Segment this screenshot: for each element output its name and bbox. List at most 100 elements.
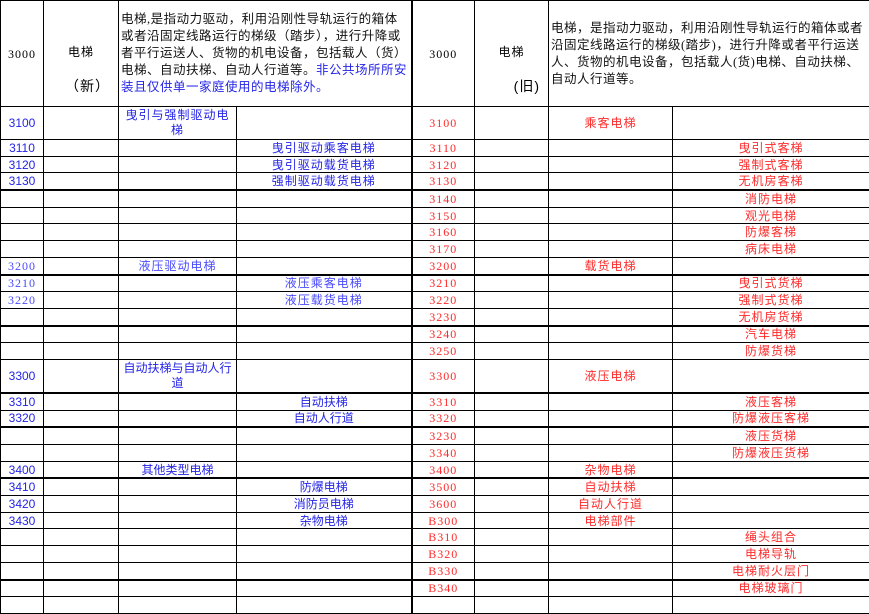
new-col-b-cell[interactable]	[44, 140, 119, 157]
new-subcategory-cell[interactable]: 杂物电梯	[237, 512, 412, 529]
old-subcategory-cell[interactable]	[673, 496, 869, 513]
new-col-b-cell[interactable]	[44, 512, 119, 529]
old-code-cell[interactable]: 3400	[412, 461, 475, 478]
new-category-cell[interactable]	[119, 562, 237, 579]
new-col-b-cell[interactable]	[44, 445, 119, 462]
old-category-cell[interactable]	[549, 562, 673, 579]
new-subcategory-cell[interactable]	[237, 359, 412, 393]
new-code-cell[interactable]	[1, 207, 44, 224]
new-category-cell[interactable]	[119, 445, 237, 462]
old-category-cell[interactable]	[549, 580, 673, 597]
old-code-cell[interactable]: 3500	[412, 478, 475, 495]
old-code-cell[interactable]: 3110	[412, 140, 475, 157]
old-code-cell[interactable]: 3120	[412, 156, 475, 173]
old-code-cell[interactable]: 3310	[412, 393, 475, 410]
new-code-cell[interactable]	[1, 546, 44, 563]
new-col-b-cell[interactable]	[44, 275, 119, 292]
old-subcategory-cell[interactable]: 液压货梯	[673, 427, 869, 444]
new-code-cell[interactable]: 3320	[1, 410, 44, 427]
old-category-cell[interactable]	[549, 343, 673, 360]
old-col-f-cell[interactable]	[475, 156, 549, 173]
new-category-cell[interactable]	[119, 546, 237, 563]
new-col-b-cell[interactable]	[44, 173, 119, 190]
old-code-cell[interactable]: B340	[412, 580, 475, 597]
new-col-b-cell[interactable]	[44, 529, 119, 546]
new-col-b-cell[interactable]	[44, 393, 119, 410]
old-col-f-cell[interactable]	[475, 257, 549, 274]
old-col-f-cell[interactable]	[475, 190, 549, 207]
old-col-f-cell[interactable]	[475, 410, 549, 427]
new-col-b-cell[interactable]	[44, 546, 119, 563]
old-col-f-cell[interactable]	[475, 275, 549, 292]
old-description-cell[interactable]: 电梯，是指动力驱动，利用沿刚性导轨运行的箱体或者沿固定线路运行的梯级(踏步)，进…	[549, 1, 869, 107]
new-category-cell[interactable]	[119, 292, 237, 309]
new-code-cell[interactable]: 3130	[1, 173, 44, 190]
new-subcategory-cell[interactable]	[237, 461, 412, 478]
old-category-cell[interactable]	[549, 224, 673, 241]
old-col-f-cell[interactable]	[475, 597, 549, 614]
new-code-cell[interactable]	[1, 190, 44, 207]
old-category-cell[interactable]	[549, 445, 673, 462]
old-category-cell[interactable]	[549, 140, 673, 157]
old-col-f-cell[interactable]	[475, 529, 549, 546]
new-category-cell[interactable]	[119, 156, 237, 173]
new-category-cell[interactable]	[119, 597, 237, 614]
old-code-cell[interactable]: 3150	[412, 207, 475, 224]
new-col-b-cell[interactable]	[44, 496, 119, 513]
old-category-cell[interactable]	[549, 275, 673, 292]
new-category-cell[interactable]	[119, 343, 237, 360]
new-subcategory-cell[interactable]	[237, 445, 412, 462]
old-col-f-cell[interactable]	[475, 140, 549, 157]
old-code-cell[interactable]: 3000	[412, 1, 475, 107]
new-col-b-cell[interactable]	[44, 224, 119, 241]
new-col-b-cell[interactable]	[44, 580, 119, 597]
old-code-cell[interactable]: 3200	[412, 257, 475, 274]
new-col-b-cell[interactable]	[44, 461, 119, 478]
new-col-b-cell[interactable]	[44, 241, 119, 258]
old-category-cell[interactable]: 电梯部件	[549, 512, 673, 529]
new-col-b-cell[interactable]	[44, 562, 119, 579]
old-category-cell[interactable]	[549, 529, 673, 546]
new-subcategory-cell[interactable]	[237, 580, 412, 597]
new-code-cell[interactable]	[1, 562, 44, 579]
new-category-cell[interactable]	[119, 580, 237, 597]
old-code-cell[interactable]: 3600	[412, 496, 475, 513]
new-code-cell[interactable]: 3310	[1, 393, 44, 410]
new-category-cell[interactable]: 液压驱动电梯	[119, 257, 237, 274]
old-col-f-cell[interactable]	[475, 308, 549, 325]
new-code-cell[interactable]	[1, 427, 44, 444]
new-subcategory-cell[interactable]	[237, 257, 412, 274]
old-subcategory-cell[interactable]: 强制式客梯	[673, 156, 869, 173]
new-col-b-cell[interactable]	[44, 343, 119, 360]
old-subcategory-cell[interactable]: 电梯导轨	[673, 546, 869, 563]
old-code-cell[interactable]: 3320	[412, 410, 475, 427]
old-code-cell[interactable]: 3300	[412, 359, 475, 393]
old-category-cell[interactable]: 乘客电梯	[549, 107, 673, 140]
new-subcategory-cell[interactable]: 曳引驱动乘客电梯	[237, 140, 412, 157]
old-code-cell[interactable]: 3340	[412, 445, 475, 462]
old-subcategory-cell[interactable]: 防爆客梯	[673, 224, 869, 241]
new-code-cell[interactable]: 3220	[1, 292, 44, 309]
old-category-cell[interactable]	[549, 410, 673, 427]
new-category-cell[interactable]	[119, 140, 237, 157]
old-category-cell[interactable]	[549, 173, 673, 190]
new-col-b-cell[interactable]	[44, 410, 119, 427]
old-subcategory-cell[interactable]	[673, 257, 869, 274]
old-subcategory-cell[interactable]: 电梯耐火层门	[673, 562, 869, 579]
old-subcategory-cell[interactable]: 防爆货梯	[673, 343, 869, 360]
new-code-cell[interactable]: 3300	[1, 359, 44, 393]
new-category-cell[interactable]	[119, 275, 237, 292]
new-code-cell[interactable]: 3000	[1, 1, 44, 107]
old-subcategory-cell[interactable]: 无机房货梯	[673, 308, 869, 325]
new-col-b-cell[interactable]	[44, 597, 119, 614]
new-subcategory-cell[interactable]	[237, 190, 412, 207]
new-subcategory-cell[interactable]	[237, 326, 412, 343]
new-code-cell[interactable]: 3200	[1, 257, 44, 274]
new-code-cell[interactable]	[1, 308, 44, 325]
old-col-f-cell[interactable]	[475, 546, 549, 563]
new-category-cell[interactable]	[119, 529, 237, 546]
new-category-cell[interactable]	[119, 512, 237, 529]
old-col-f-cell[interactable]	[475, 224, 549, 241]
old-subcategory-cell[interactable]: 病床电梯	[673, 241, 869, 258]
new-category-cell[interactable]: 其他类型电梯	[119, 461, 237, 478]
